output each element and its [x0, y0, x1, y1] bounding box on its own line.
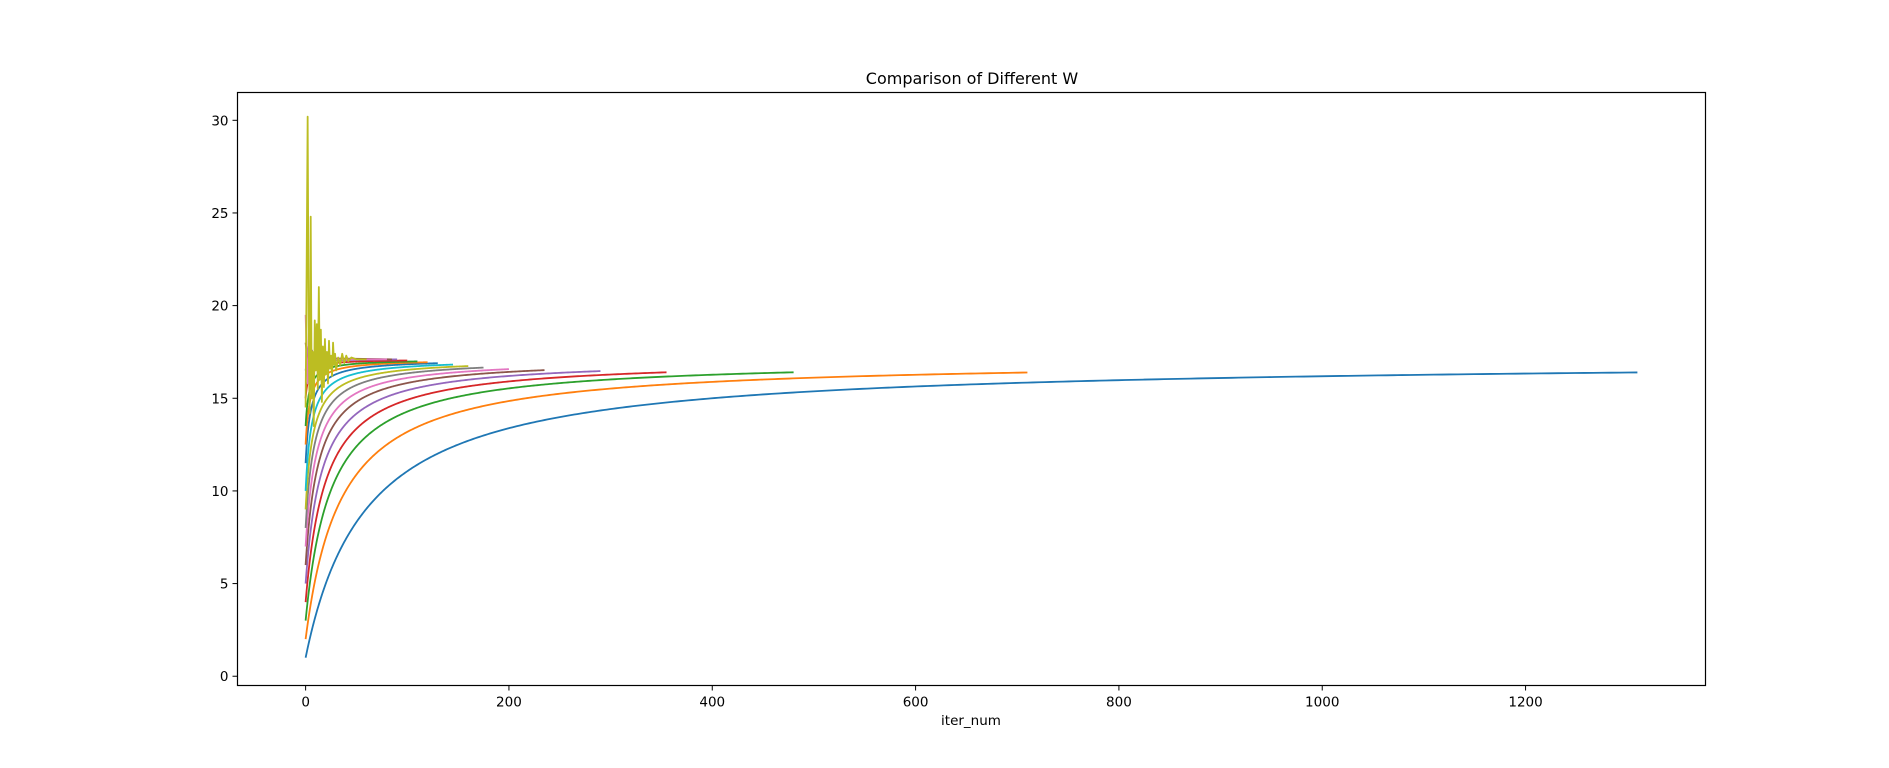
series-layer: [304, 115, 1638, 658]
series-line: [304, 371, 667, 603]
series-line: [304, 371, 794, 621]
x-tick-label: 1200: [1508, 695, 1542, 711]
x-axis-label: iter_num: [941, 713, 1001, 729]
x-tick-label: 800: [1106, 695, 1132, 711]
x-tick-label: 0: [301, 695, 310, 711]
x-tick-label: 200: [496, 695, 522, 711]
y-axis-ticks: 0 5 10 15 20 25 30: [211, 113, 238, 685]
series-line: [304, 115, 367, 427]
series-line: [304, 363, 454, 491]
x-axis-ticks: 0 200 400 600 800 1000 1200: [301, 685, 1543, 711]
series-line: [304, 362, 438, 464]
x-tick-label: 600: [903, 695, 929, 711]
y-tick-label: 10: [211, 484, 228, 500]
y-tick-label: 5: [220, 577, 229, 593]
x-tick-label: 400: [699, 695, 725, 711]
series-line: [304, 371, 1028, 640]
y-tick-label: 15: [211, 391, 228, 407]
plot-frame: [236, 91, 1707, 687]
x-tick-label: 1000: [1305, 695, 1339, 711]
series-line: [304, 369, 545, 566]
y-tick-label: 25: [211, 206, 228, 222]
series-line: [304, 371, 1638, 658]
chart-title: Comparison of Different W: [866, 69, 1079, 88]
series-line: [304, 366, 484, 529]
y-tick-label: 0: [220, 669, 229, 685]
y-tick-label: 30: [211, 113, 228, 129]
y-tick-label: 20: [211, 299, 228, 315]
series-line: [304, 370, 601, 584]
series-line: [304, 368, 509, 547]
series-line: [304, 365, 469, 510]
